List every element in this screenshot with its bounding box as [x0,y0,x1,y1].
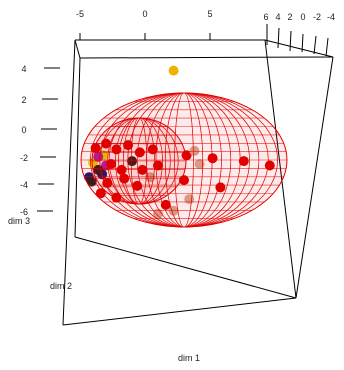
data-point-37 [145,172,156,183]
data-point-19 [153,160,163,171]
z-tick-label: 0 [21,125,26,135]
data-point-28 [264,160,275,171]
y-tick-mark [325,37,329,57]
data-point-27 [238,156,249,167]
y-tick-label: -2 [313,12,321,22]
box-edge-bottom-front [62,297,297,326]
plot-box [62,39,334,326]
data-point-20 [102,178,113,188]
box-edge-bottom-back [74,236,297,299]
z-tick-label: 2 [21,95,26,105]
inner-ellipsoid-longitude-line [99,117,179,205]
box-edge-top-back-2 [79,56,334,59]
x-tick-label: 0 [142,9,147,19]
x-tick-label: 5 [207,9,212,19]
data-point-33 [194,159,205,169]
z-tick-label: -2 [20,153,28,163]
z-axis-ticks: 4 2 0 -2 -4 -6 [20,64,60,217]
y-axis-title: dim 2 [50,281,72,291]
z-axis-title: dim 3 [8,216,30,226]
z-tick-label: -4 [20,180,28,190]
scatter-points [84,65,275,219]
x-tick-label: -5 [76,9,84,19]
box-edge-right-front [264,39,297,299]
box-edge-top-back [74,39,81,59]
x-axis-ticks: -5 0 5 [76,9,213,40]
data-point-32 [189,145,200,156]
data-point-0 [168,65,179,76]
y-axis-ticks: 6 4 2 0 -2 -4 [263,12,335,57]
outer-ellipsoid-longitude-line [90,92,278,228]
data-point-25 [181,150,192,161]
box-edge-left-front [62,39,76,326]
z-tick-label: -6 [20,207,28,217]
data-point-31 [160,199,171,210]
box-edge-right-back [295,56,334,299]
y-tick-mark [277,27,280,49]
z-tick-label: 4 [21,64,26,74]
x-axis-title: dim 1 [178,353,200,363]
y-tick-mark [313,35,317,55]
inner-ellipsoid-wireframe [91,117,187,205]
data-point-13 [123,140,134,151]
y-tick-label: 0 [300,12,305,22]
y-tick-label: 2 [287,12,292,22]
data-point-35 [153,208,163,219]
box-edge-top-right [264,39,334,58]
y-tick-label: 4 [275,12,280,22]
y-tick-label: -4 [327,12,335,22]
data-point-16 [106,159,117,169]
box-edge-left-back [74,57,81,238]
y-tick-mark [289,30,292,52]
data-point-3 [93,151,104,162]
data-point-29 [179,175,189,186]
y-tick-mark [301,33,304,53]
data-point-26 [207,153,218,164]
y-tick-label: 6 [263,12,268,22]
